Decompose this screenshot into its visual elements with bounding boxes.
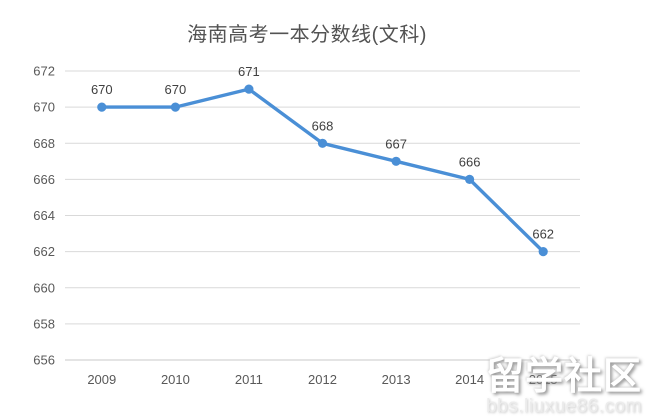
x-tick-label: 2013 [382,372,411,387]
x-tick-label: 2012 [308,372,337,387]
x-tick-label: 2014 [455,372,484,387]
y-tick-label: 664 [33,208,55,223]
y-tick-label: 666 [33,172,55,187]
y-tick-label: 670 [33,100,55,115]
data-label: 662 [532,227,554,242]
data-label: 667 [385,136,407,151]
data-label: 670 [91,82,113,97]
y-tick-label: 672 [33,64,55,79]
data-point [317,138,328,148]
y-tick-label: 668 [33,136,55,151]
series-line [100,87,545,254]
x-tick-label: 2010 [161,372,190,387]
data-label: 671 [238,64,260,79]
data-point [465,174,475,184]
data-label: 666 [459,154,481,169]
data-point [244,84,254,94]
y-tick-label: 658 [33,316,55,331]
x-tick-label: 2015 [529,372,558,387]
y-tick-label: 660 [33,280,55,295]
chart-title: 海南高考一本分数线(文科) [187,24,427,46]
data-point [391,156,401,166]
data-point [538,247,548,257]
y-tick-label: 656 [33,353,55,368]
x-tick-label: 2011 [235,372,263,387]
data-point [170,102,180,112]
y-tick-label: 662 [33,244,55,259]
data-label: 668 [312,118,334,133]
data-point [97,102,107,112]
data-label: 670 [165,82,187,97]
x-tick-label: 2009 [87,372,116,387]
